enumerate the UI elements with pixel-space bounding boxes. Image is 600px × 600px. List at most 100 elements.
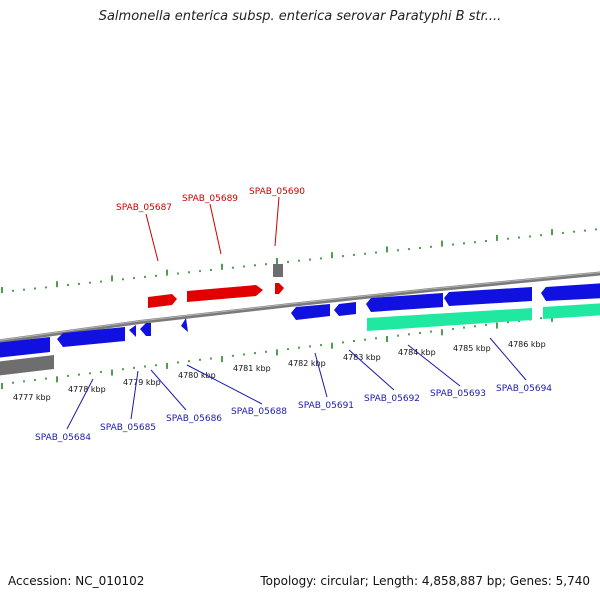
leader-spab-05693 xyxy=(407,344,461,387)
minor-tick xyxy=(375,337,377,340)
minor-tick xyxy=(287,260,289,263)
minor-tick xyxy=(210,269,212,271)
minor-tick xyxy=(408,248,410,251)
major-tick xyxy=(441,329,443,336)
leader-spab-05690 xyxy=(274,196,280,247)
minor-tick xyxy=(100,370,102,373)
gene-spab-05688[interactable] xyxy=(181,318,188,332)
minor-tick xyxy=(419,332,421,334)
axis-label-4779: 4779 kbp xyxy=(123,378,161,387)
minor-tick xyxy=(463,326,465,329)
minor-tick xyxy=(188,360,190,363)
minor-tick xyxy=(133,366,135,369)
gene-spab-05693[interactable] xyxy=(366,293,443,312)
major-tick xyxy=(276,258,278,264)
minor-tick xyxy=(342,255,344,258)
minor-tick xyxy=(23,288,25,291)
leader-spab-05694 xyxy=(489,337,527,381)
minor-tick xyxy=(243,353,245,356)
minor-tick xyxy=(397,249,399,252)
gene-next-reverse[interactable] xyxy=(541,283,600,301)
label-spab-05684[interactable]: SPAB_05684 xyxy=(35,433,91,443)
minor-tick xyxy=(518,236,520,239)
minor-tick xyxy=(287,348,289,351)
gene-spab-05686a[interactable] xyxy=(129,325,136,337)
minor-tick xyxy=(254,352,256,355)
label-spab-05693[interactable]: SPAB_05693 xyxy=(430,389,486,399)
minor-tick xyxy=(507,237,509,240)
minor-tick xyxy=(265,350,267,353)
minor-tick xyxy=(89,372,91,375)
label-spab-05692[interactable]: SPAB_05692 xyxy=(364,394,420,404)
gene-spab-05687[interactable] xyxy=(148,294,177,308)
minor-tick xyxy=(177,272,179,275)
minor-tick xyxy=(89,281,91,284)
minor-tick xyxy=(12,381,14,384)
axis-label-4780: 4780 kbp xyxy=(178,371,216,380)
minor-tick xyxy=(78,282,80,285)
axis-label-4781: 4781 kbp xyxy=(233,364,271,373)
minor-tick xyxy=(584,229,586,232)
minor-tick xyxy=(188,271,190,274)
minor-tick xyxy=(144,365,146,368)
minor-tick xyxy=(364,338,366,341)
gene-spab-05686b[interactable] xyxy=(140,323,151,336)
leader-spab-05692 xyxy=(348,349,395,391)
rna-feature-top[interactable] xyxy=(273,264,283,277)
leader-spab-05689 xyxy=(209,203,222,255)
axis-label-4786: 4786 kbp xyxy=(508,340,546,349)
minor-tick xyxy=(342,341,344,344)
label-spab-05685[interactable]: SPAB_05685 xyxy=(100,423,156,433)
minor-tick xyxy=(254,264,256,267)
major-tick xyxy=(111,275,113,282)
gene-spab-05694[interactable] xyxy=(444,287,532,306)
major-tick xyxy=(276,349,278,356)
leader-spab-05688 xyxy=(186,364,263,405)
axis-label-4782: 4782 kbp xyxy=(288,359,326,368)
minor-tick xyxy=(144,275,146,278)
minor-tick xyxy=(397,334,399,337)
minor-tick xyxy=(529,235,531,238)
minor-tick xyxy=(12,289,14,292)
minor-tick xyxy=(155,364,157,367)
axis-label-4777: 4777 kbp xyxy=(13,393,51,402)
gene-feature-block-2 xyxy=(543,303,600,319)
backbone-line xyxy=(0,271,600,344)
major-tick xyxy=(331,342,333,349)
minor-tick xyxy=(155,274,157,277)
gene-spab-05691[interactable] xyxy=(291,304,330,320)
minor-tick xyxy=(430,245,432,248)
minor-tick xyxy=(485,323,487,326)
label-spab-05688[interactable]: SPAB_05688 xyxy=(231,407,287,417)
label-spab-05689[interactable]: SPAB_05689 xyxy=(182,194,238,204)
major-tick xyxy=(496,234,498,241)
minor-tick xyxy=(199,358,201,361)
minor-tick xyxy=(573,230,575,233)
label-spab-05687[interactable]: SPAB_05687 xyxy=(116,203,172,213)
minor-tick xyxy=(320,344,322,347)
label-spab-05690[interactable]: SPAB_05690 xyxy=(249,187,305,197)
major-tick xyxy=(166,269,168,276)
minor-tick xyxy=(177,361,179,364)
gene-spab-05690[interactable] xyxy=(275,283,284,294)
gene-feature-block-1 xyxy=(367,308,532,331)
minor-tick xyxy=(232,354,234,357)
leader-spab-05687 xyxy=(145,213,159,262)
minor-tick xyxy=(375,251,377,254)
major-tick xyxy=(441,240,443,247)
axis-label-4785: 4785 kbp xyxy=(453,344,491,353)
label-spab-05694[interactable]: SPAB_05694 xyxy=(496,384,552,394)
gene-spab-05685[interactable] xyxy=(57,327,125,347)
minor-tick xyxy=(210,357,212,360)
major-tick xyxy=(551,229,553,236)
minor-tick xyxy=(452,243,454,246)
minor-tick xyxy=(364,252,366,255)
inner-tick-track xyxy=(1,310,597,389)
gene-spab-05692[interactable] xyxy=(334,302,356,316)
label-spab-05686[interactable]: SPAB_05686 xyxy=(166,414,222,424)
minor-tick xyxy=(430,330,432,333)
label-spab-05691[interactable]: SPAB_05691 xyxy=(298,401,354,411)
gene-spab-05684[interactable] xyxy=(0,337,50,358)
gene-spab-05689[interactable] xyxy=(187,285,263,302)
minor-tick xyxy=(452,327,454,330)
